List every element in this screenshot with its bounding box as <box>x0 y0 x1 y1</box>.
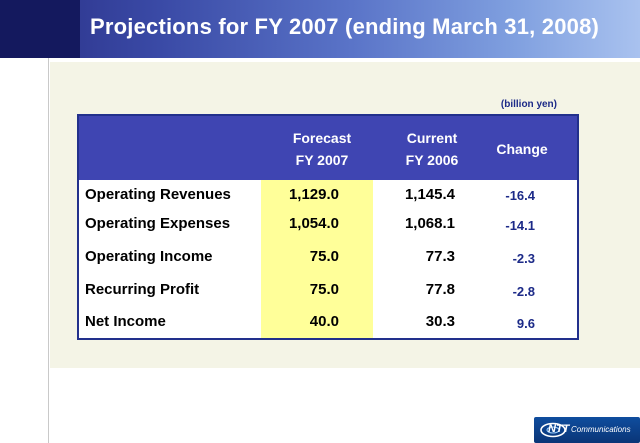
table-header <box>79 116 577 180</box>
column-header-current: Current FY 2006 <box>405 130 459 168</box>
ntt-communications-logo: NTT Communications <box>534 417 640 443</box>
row-label-operating-revenues: Operating Revenues <box>85 186 231 203</box>
row-label-net-income: Net Income <box>85 313 166 330</box>
cell-current: 30.3 <box>425 313 455 330</box>
forecast-column-highlight <box>261 180 373 338</box>
logo-swirl-icon <box>540 422 566 438</box>
page-title: Projections for FY 2007 (ending March 31… <box>90 14 600 39</box>
left-divider <box>48 58 49 443</box>
cell-current: 77.3 <box>425 248 455 265</box>
cell-forecast: 1,054.0 <box>288 215 339 232</box>
cell-current: 77.8 <box>425 281 455 298</box>
cell-forecast: 40.0 <box>309 313 339 330</box>
row-label-recurring-profit: Recurring Profit <box>85 281 200 298</box>
cell-forecast: 75.0 <box>309 248 339 265</box>
header-accent-square <box>0 0 80 58</box>
column-header-change: Change <box>496 141 548 157</box>
cell-change: -14.1 <box>505 218 535 233</box>
cell-change: -2.8 <box>512 284 535 299</box>
cell-current: 1,068.1 <box>404 215 455 232</box>
row-label-operating-expenses: Operating Expenses <box>85 215 231 232</box>
cell-change: 9.6 <box>516 316 535 331</box>
logo-sub: Communications <box>571 425 631 434</box>
projections-table: Forecast FY 2007 Current FY 2006 Change … <box>77 114 579 340</box>
logo-brand: NTT <box>548 423 570 435</box>
cell-change: -16.4 <box>505 188 535 203</box>
slide-header: Projections for FY 2007 (ending March 31… <box>0 0 640 58</box>
cell-forecast: 1,129.0 <box>288 186 339 203</box>
cell-current: 1,145.4 <box>404 186 455 203</box>
row-label-operating-income: Operating Income <box>85 248 213 265</box>
column-header-forecast: Forecast FY 2007 <box>292 130 352 168</box>
units-label: (billion yen) <box>500 99 557 110</box>
cell-forecast: 75.0 <box>309 281 339 298</box>
cell-change: -2.3 <box>512 251 535 266</box>
